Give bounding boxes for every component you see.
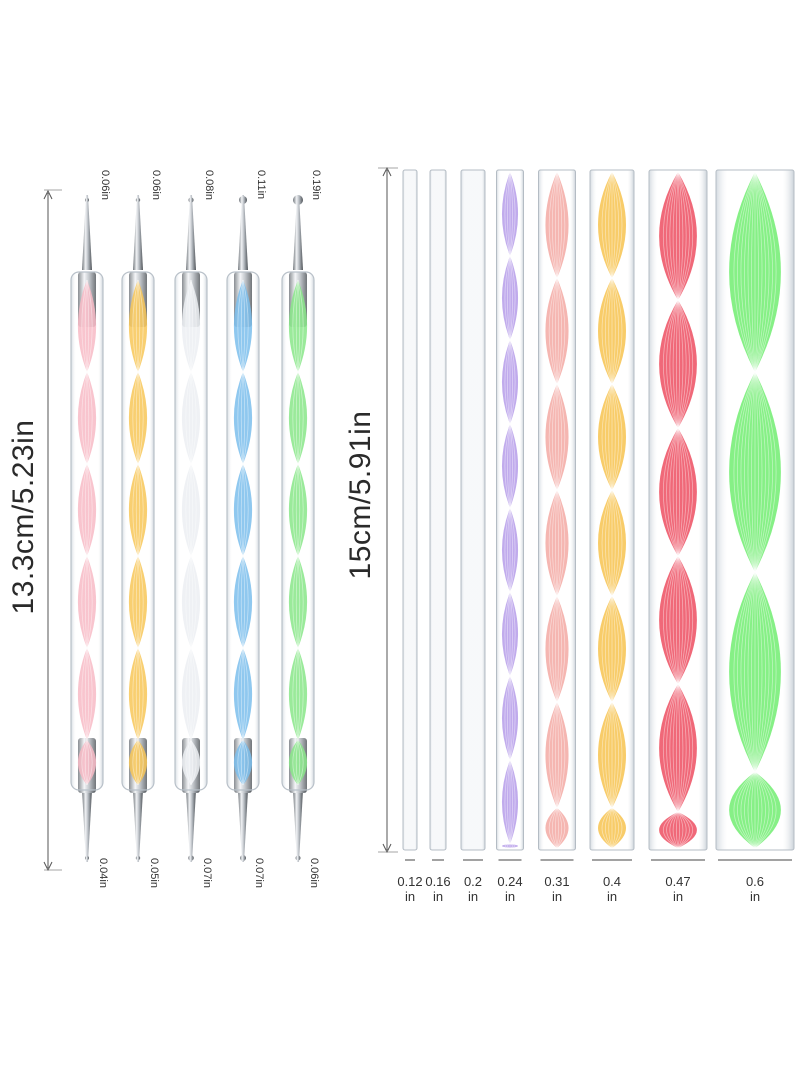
- rod-body: [648, 169, 708, 851]
- acrylic-rod: [648, 169, 708, 861]
- rods-length-label: 15cm/5.91in: [344, 410, 377, 580]
- bottom-size-label: 0.07in: [253, 858, 265, 888]
- acrylic-rod: [538, 169, 576, 861]
- rod-body: [496, 169, 524, 851]
- acrylic-handle: [70, 271, 104, 791]
- bottom-needle: [82, 790, 92, 862]
- bottom-size-label: 0.04in: [97, 858, 109, 888]
- bottom-ball: [85, 856, 89, 860]
- bottom-needle: [293, 790, 303, 862]
- arrow-up-icon: [43, 189, 53, 200]
- top-ball: [135, 197, 141, 203]
- bottom-ball: [188, 855, 194, 861]
- acrylic-handle: [281, 271, 315, 791]
- acrylic-rod: [402, 169, 418, 861]
- acrylic-rod: [496, 169, 524, 861]
- acrylic-rods-group: [402, 169, 795, 861]
- dimension-lines: [43, 166, 398, 872]
- top-ball: [293, 195, 303, 205]
- rod-diameter-unit: in: [467, 889, 479, 904]
- acrylic-rod: [429, 169, 447, 861]
- rod-body: [715, 169, 795, 851]
- rod-body: [402, 169, 418, 851]
- bottom-ball: [240, 855, 246, 861]
- rod-diameter-unit: in: [504, 889, 516, 904]
- bottom-ball: [135, 855, 141, 861]
- top-needle: [238, 195, 248, 270]
- rod-body: [429, 169, 447, 851]
- dotting-tool: [174, 195, 208, 862]
- bottom-size-label: 0.05in: [148, 858, 160, 888]
- rod-diameter-unit: in: [606, 889, 618, 904]
- rod-body: [538, 169, 576, 851]
- top-ball: [239, 196, 247, 204]
- top-size-label: 0.19in: [310, 170, 322, 200]
- acrylic-rod: [715, 169, 795, 861]
- top-ball: [85, 198, 89, 202]
- bottom-size-label: 0.06in: [308, 858, 320, 888]
- rod-diameter-value: 0.4: [602, 874, 622, 889]
- top-needle: [293, 195, 303, 270]
- dotting-tools-group: [70, 195, 315, 862]
- rod-diameter-value: 0.31: [544, 874, 570, 889]
- top-needle: [133, 195, 143, 270]
- rod-diameter-value: 0.2: [463, 874, 483, 889]
- top-ball: [188, 197, 194, 203]
- top-needle: [82, 195, 92, 270]
- rod-diameter-unit: in: [672, 889, 684, 904]
- top-size-label: 0.06in: [99, 170, 111, 200]
- acrylic-rod: [589, 169, 635, 861]
- bottom-needle: [133, 790, 143, 862]
- acrylic-handle: [121, 271, 155, 791]
- rod-diameter-value: 0.6: [745, 874, 765, 889]
- acrylic-handle: [174, 271, 208, 791]
- rod-diameter-value: 0.47: [665, 874, 691, 889]
- acrylic-handle: [226, 271, 260, 791]
- dotting-tool: [281, 195, 315, 862]
- top-needle: [186, 195, 196, 270]
- bottom-needle: [186, 790, 196, 862]
- dotting-tool: [226, 195, 260, 862]
- bottom-ball: [295, 855, 301, 861]
- rod-diameter-value: 0.24: [497, 874, 523, 889]
- rod-diameter-value: 0.12: [397, 874, 423, 889]
- tools-length-label: 13.3cm/5.23in: [7, 419, 40, 615]
- top-size-label: 0.06in: [150, 170, 162, 200]
- dotting-tool: [70, 195, 104, 862]
- rod-diameter-unit: in: [749, 889, 761, 904]
- rod-diameter-unit: in: [404, 889, 416, 904]
- bottom-needle: [238, 790, 248, 862]
- rod-body: [589, 169, 635, 851]
- rod-diameter-unit: in: [551, 889, 563, 904]
- rod-diameter-unit: in: [432, 889, 444, 904]
- rod-body: [460, 169, 486, 851]
- dotting-tool: [121, 195, 155, 862]
- top-size-label: 0.08in: [203, 170, 215, 200]
- bottom-size-label: 0.07in: [201, 858, 213, 888]
- acrylic-rod: [460, 169, 486, 861]
- top-size-label: 0.11in: [255, 170, 267, 200]
- rod-diameter-value: 0.16: [425, 874, 451, 889]
